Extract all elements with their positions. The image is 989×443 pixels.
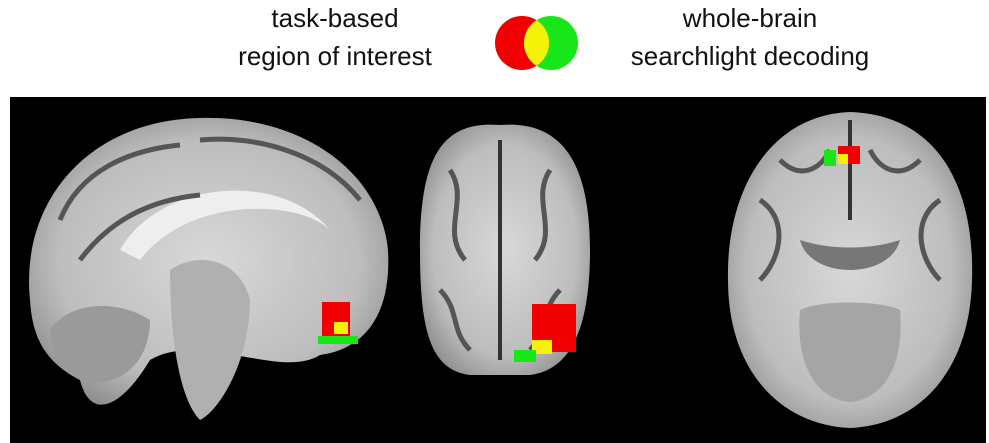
overlap — [334, 322, 348, 334]
legend-label: whole-brain — [682, 3, 817, 33]
searchlight — [824, 150, 836, 166]
searchlight — [514, 350, 536, 362]
axial-slice — [728, 112, 972, 428]
coronal-slice — [420, 125, 590, 375]
overlap — [838, 154, 848, 164]
figure: task-based region of interest whole-brai… — [0, 0, 989, 443]
legend: task-based region of interest whole-brai… — [238, 3, 869, 71]
searchlight — [318, 336, 358, 344]
legend-label: region of interest — [238, 41, 432, 71]
legend-label: searchlight decoding — [631, 41, 870, 71]
legend-label: task-based — [271, 3, 398, 33]
